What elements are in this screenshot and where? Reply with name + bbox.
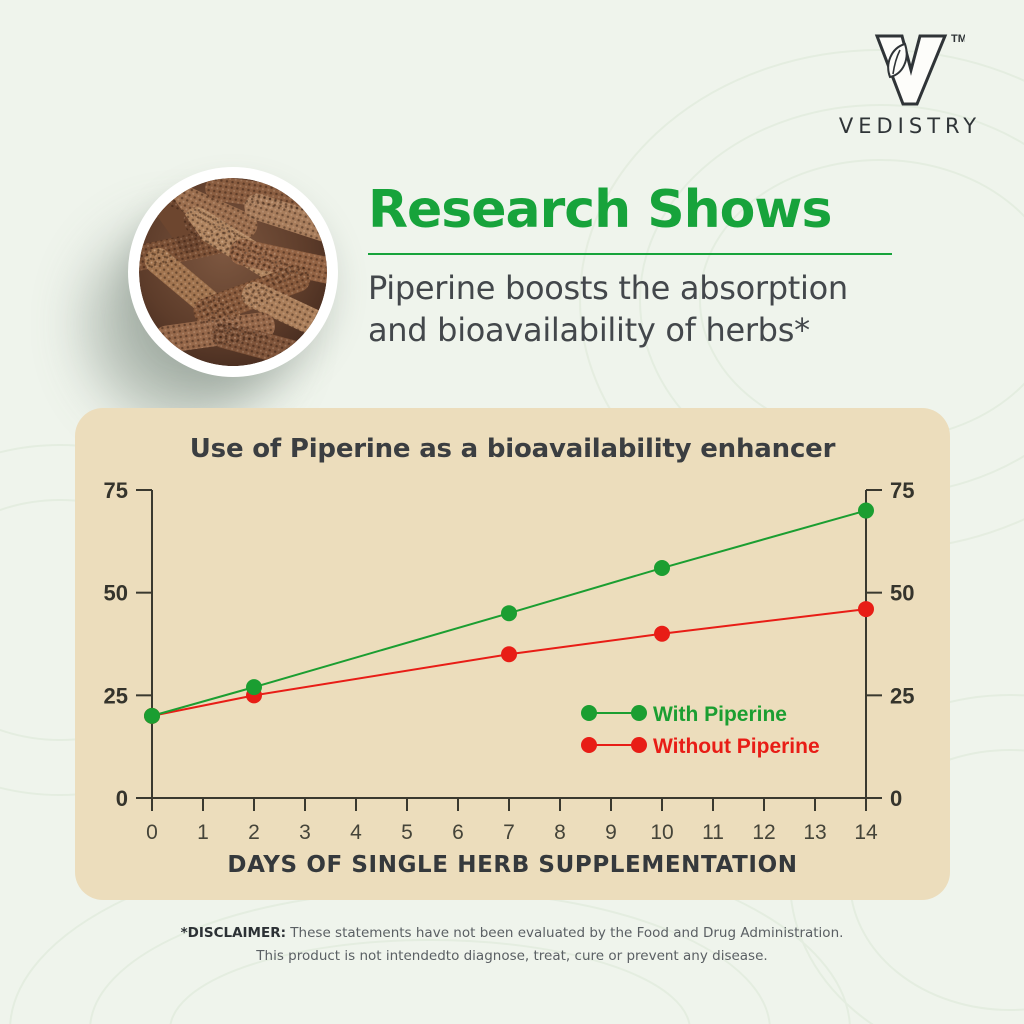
headline-block: Research Shows Piperine boosts the absor…	[368, 180, 908, 352]
x-tick-label: 4	[350, 821, 362, 844]
legend-dot	[581, 705, 597, 721]
data-point-without-piperine	[654, 625, 670, 642]
disclaimer-label: *DISCLAIMER:	[180, 925, 287, 941]
x-tick-label: 1	[197, 821, 209, 844]
brand-wordmark: VEDISTRY	[838, 114, 982, 138]
data-point-with-piperine	[654, 560, 670, 577]
disclaimer-line-2: This product is not intendedto diagnose,…	[256, 948, 768, 964]
y-tick-label-right: 75	[890, 478, 914, 503]
legend-label: With Piperine	[653, 703, 787, 726]
legend-dot	[581, 737, 597, 753]
legend-dot	[631, 737, 647, 753]
x-tick-label: 13	[803, 821, 826, 844]
legend-dot	[631, 705, 647, 721]
x-tick-label: 14	[854, 821, 878, 844]
subtitle-line-1: Piperine boosts the absorption	[368, 269, 848, 308]
x-tick-label: 7	[503, 821, 515, 844]
disclaimer-line-1: *DISCLAIMER: These statements have not b…	[180, 925, 844, 941]
x-axis-title: DAYS OF SINGLE HERB SUPPLEMENTATION	[227, 852, 798, 878]
data-point-without-piperine	[858, 601, 874, 618]
vedistry-v-leaf-icon: TM	[874, 33, 965, 106]
y-tick-label-right: 0	[890, 786, 902, 811]
trademark-symbol: TM	[951, 33, 965, 45]
x-tick-label: 10	[650, 821, 673, 844]
x-tick-label: 12	[752, 821, 775, 844]
long-pepper-photo	[128, 167, 338, 377]
x-tick-label: 9	[605, 821, 617, 844]
x-tick-label: 6	[452, 821, 464, 844]
y-tick-label-left: 50	[104, 581, 128, 606]
page-title: Research Shows	[368, 180, 832, 240]
headline-divider	[368, 253, 892, 256]
x-tick-label: 2	[248, 821, 260, 844]
x-tick-label: 0	[146, 821, 158, 844]
data-point-without-piperine	[501, 646, 517, 663]
y-tick-label-left: 0	[116, 786, 128, 811]
x-tick-label: 11	[702, 821, 724, 844]
y-tick-label-right: 50	[890, 581, 914, 606]
data-point-with-piperine	[501, 605, 517, 622]
long-pepper-illustration	[139, 178, 327, 366]
y-tick-label-left: 25	[104, 683, 128, 708]
y-tick-label-left: 75	[104, 478, 128, 503]
x-tick-label: 8	[554, 821, 566, 844]
brand-logo: TM VEDISTRY	[834, 30, 986, 138]
chart-title: Use of Piperine as a bioavailability enh…	[189, 434, 836, 464]
data-point-with-piperine	[246, 679, 262, 696]
data-point-with-piperine	[144, 707, 160, 724]
x-tick-label: 3	[299, 821, 311, 844]
disclaimer: *DISCLAIMER: These statements have not b…	[0, 922, 1024, 968]
x-tick-label: 5	[401, 821, 413, 844]
legend-label: Without Piperine	[653, 735, 820, 758]
chart-panel: Use of Piperine as a bioavailability enh…	[75, 408, 950, 900]
data-point-with-piperine	[858, 502, 874, 519]
subtitle-line-2: and bioavailability of herbs*	[368, 311, 810, 350]
y-tick-label-right: 25	[890, 683, 914, 708]
